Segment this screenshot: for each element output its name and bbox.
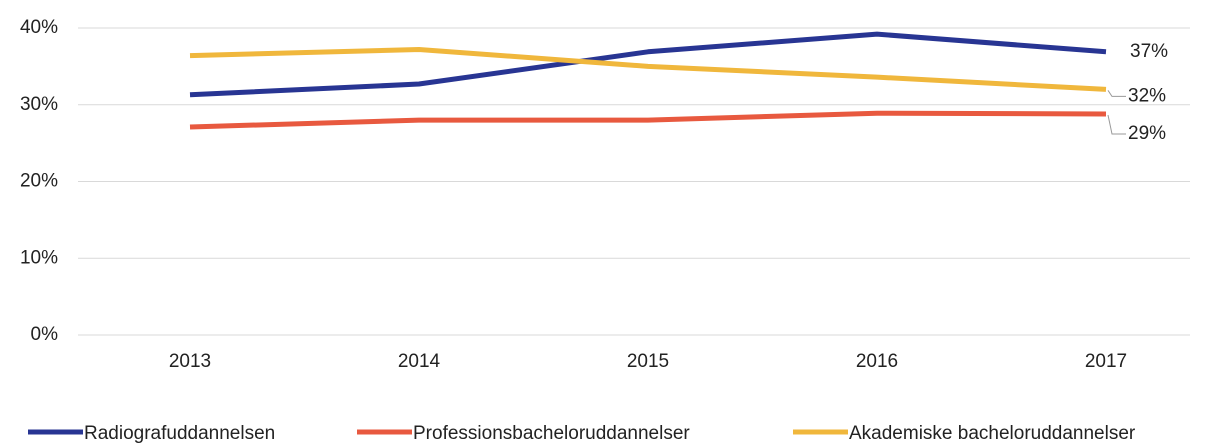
series-line	[189, 31, 1107, 98]
y-tick-label: 0%	[31, 324, 59, 345]
legend-label: Professionsbacheloruddannelser	[413, 423, 690, 443]
x-tick-label: 2014	[398, 351, 441, 372]
x-tick-label: 2015	[627, 351, 669, 372]
y-tick-label: 40%	[20, 17, 58, 38]
y-tick-label: 30%	[20, 94, 58, 115]
leader-line	[1107, 114, 1126, 135]
data-label: 32%	[1128, 85, 1166, 106]
series-line	[189, 46, 1107, 92]
y-tick-label: 20%	[20, 171, 58, 192]
x-tick-label: 2017	[1085, 351, 1127, 372]
data-label: 37%	[1130, 41, 1168, 62]
legend-label: Akademiske bacheloruddannelser	[849, 423, 1136, 443]
leader-line	[1107, 90, 1126, 97]
data-label: 29%	[1128, 123, 1166, 144]
x-tick-label: 2016	[856, 351, 898, 372]
x-tick-label: 2013	[169, 351, 211, 372]
y-tick-label: 10%	[20, 247, 58, 268]
legend-label: Radiografuddannelsen	[84, 423, 275, 443]
series-line	[189, 110, 1107, 130]
